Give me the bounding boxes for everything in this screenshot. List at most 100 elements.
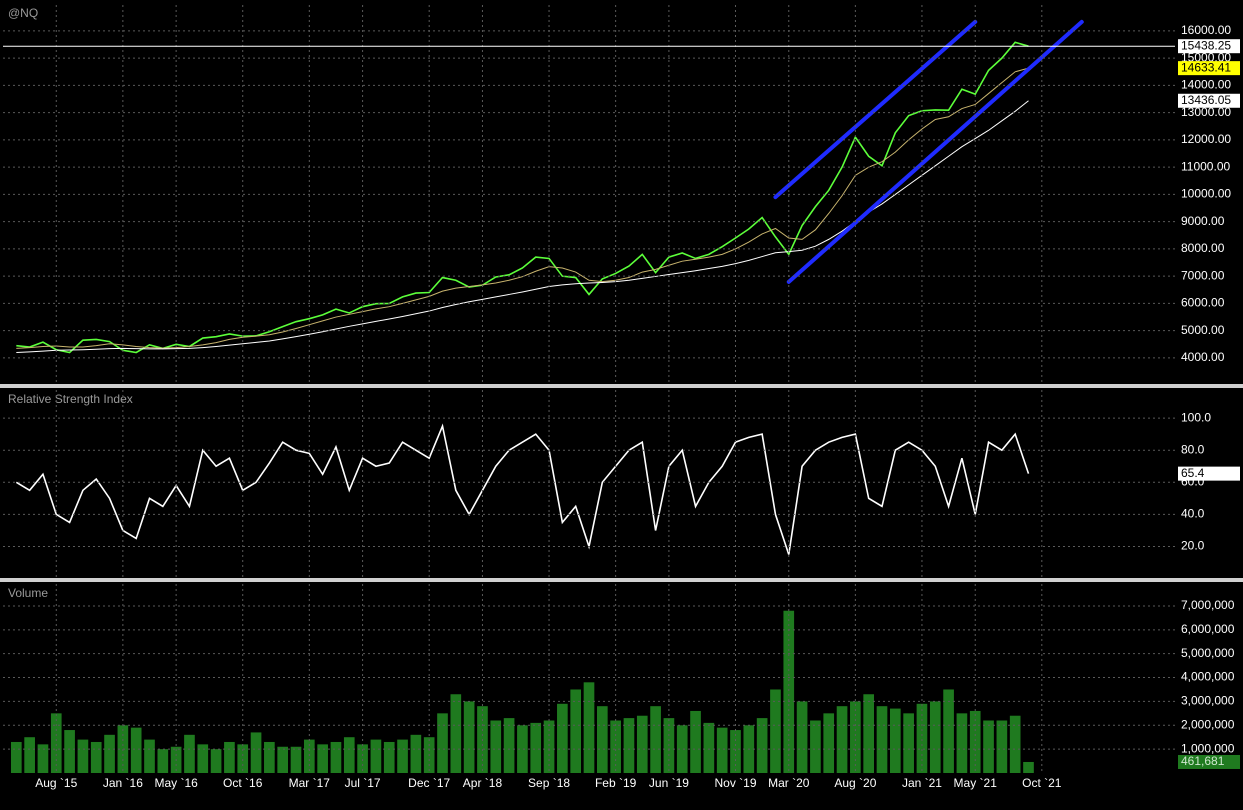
volume-bar [676, 725, 688, 773]
volume-bar [210, 749, 222, 773]
volume-bar [690, 710, 701, 773]
volume-bar [956, 713, 968, 773]
panel-separator [0, 384, 1243, 388]
x-tick-label: May `21 [954, 776, 998, 790]
volume-bar [929, 701, 941, 773]
value-label: 13436.05 [1181, 93, 1231, 107]
volume-bar [197, 744, 209, 773]
volume-bar [64, 730, 75, 773]
volume-bar [1009, 715, 1021, 773]
volume-bar [104, 734, 115, 773]
x-tick-label: Mar `17 [289, 776, 331, 790]
volume-bar [983, 720, 994, 773]
volume-bar [823, 713, 835, 773]
volume-bar [330, 741, 342, 773]
volume-bar [290, 746, 302, 773]
volume-bar [357, 744, 368, 773]
y-tick-label: 7000.00 [1181, 268, 1225, 282]
volume-bar [303, 739, 315, 773]
y-tick-label: 20.0 [1181, 539, 1205, 553]
value-label: 461,681 [1181, 754, 1225, 768]
y-tick-label: 15000.00 [1181, 50, 1231, 64]
volume-bar [37, 744, 49, 773]
volume-bar [410, 734, 422, 773]
volume-bar [77, 739, 89, 773]
y-tick-label: 4,000,000 [1181, 670, 1235, 684]
y-tick-label: 100.0 [1181, 410, 1211, 424]
volume-bar [237, 744, 249, 773]
x-tick-label: Oct `21 [1022, 776, 1062, 790]
panel-title: Relative Strength Index [8, 392, 133, 406]
y-tick-label: 16000.00 [1181, 23, 1231, 37]
volume-bar [810, 720, 821, 773]
value-box [1178, 93, 1240, 108]
volume-bar [490, 720, 502, 773]
y-tick-label: 5,000,000 [1181, 646, 1235, 660]
y-tick-label: 2,000,000 [1181, 717, 1235, 731]
x-tick-label: Oct `16 [223, 776, 263, 790]
panel-separator [0, 578, 1243, 582]
plot-area [15, 423, 1030, 555]
series-line [16, 41, 1029, 354]
x-tick-label: Aug `20 [834, 776, 876, 790]
x-tick-label: Jan `16 [103, 776, 143, 790]
volume-bar [889, 708, 901, 773]
y-tick-label: 4000.00 [1181, 350, 1225, 364]
volume-bar [184, 734, 195, 773]
volume-bar [450, 694, 462, 773]
panel-title: @NQ [8, 6, 38, 20]
volume-bar [863, 694, 875, 773]
series-line [15, 423, 1030, 555]
y-tick-label: 3,000,000 [1181, 694, 1235, 708]
value-box [1178, 754, 1240, 769]
volume-bar [570, 689, 582, 773]
y-tick-label: 5000.00 [1181, 323, 1225, 337]
volume-bar [650, 706, 661, 773]
volume-bar [836, 706, 848, 773]
volume-bar [250, 732, 262, 773]
volume-bar [996, 720, 1008, 773]
x-tick-label: Jun `19 [649, 776, 689, 790]
y-tick-label: 9000.00 [1181, 214, 1225, 228]
volume-bar [756, 718, 768, 773]
volume-bar [144, 739, 155, 773]
x-tick-label: Apr `18 [463, 776, 503, 790]
volume-bar [277, 746, 289, 773]
volume-bar [943, 689, 954, 773]
volume-bar [703, 722, 715, 773]
y-tick-label: 11000.00 [1181, 159, 1230, 173]
volume-bar [796, 701, 808, 773]
volume-bar [343, 737, 355, 773]
volume-bar [636, 715, 648, 773]
x-tick-label: Jul `17 [345, 776, 381, 790]
volume-bar [716, 727, 728, 773]
trend-line [786, 19, 1084, 284]
x-tick-label: Nov `19 [714, 776, 756, 790]
value-label: 15438.25 [1181, 38, 1231, 52]
value-label: 65.4 [1181, 466, 1205, 480]
x-tick-label: Feb `19 [595, 776, 637, 790]
y-tick-label: 12000.00 [1181, 132, 1231, 146]
volume-bar [90, 741, 102, 773]
value-box [1178, 39, 1240, 54]
y-tick-label: 1,000,000 [1181, 741, 1235, 755]
volume-bar [903, 713, 914, 773]
value-label: 14633.41 [1181, 60, 1231, 74]
plot-area [16, 19, 1084, 354]
volume-bar [583, 682, 595, 773]
volume-bar [969, 710, 981, 773]
y-tick-label: 6,000,000 [1181, 622, 1235, 636]
y-tick-label: 10000.00 [1181, 187, 1231, 201]
volume-bar [623, 718, 635, 773]
volume-bar [224, 741, 235, 773]
volume-bar [370, 739, 382, 773]
volume-bar [10, 741, 22, 773]
volume-bar [543, 720, 555, 773]
volume-bar [876, 706, 888, 773]
y-tick-label: 6000.00 [1181, 296, 1225, 310]
volume-bar [437, 713, 448, 773]
volume-bar [264, 741, 275, 773]
trend-line [773, 19, 978, 200]
